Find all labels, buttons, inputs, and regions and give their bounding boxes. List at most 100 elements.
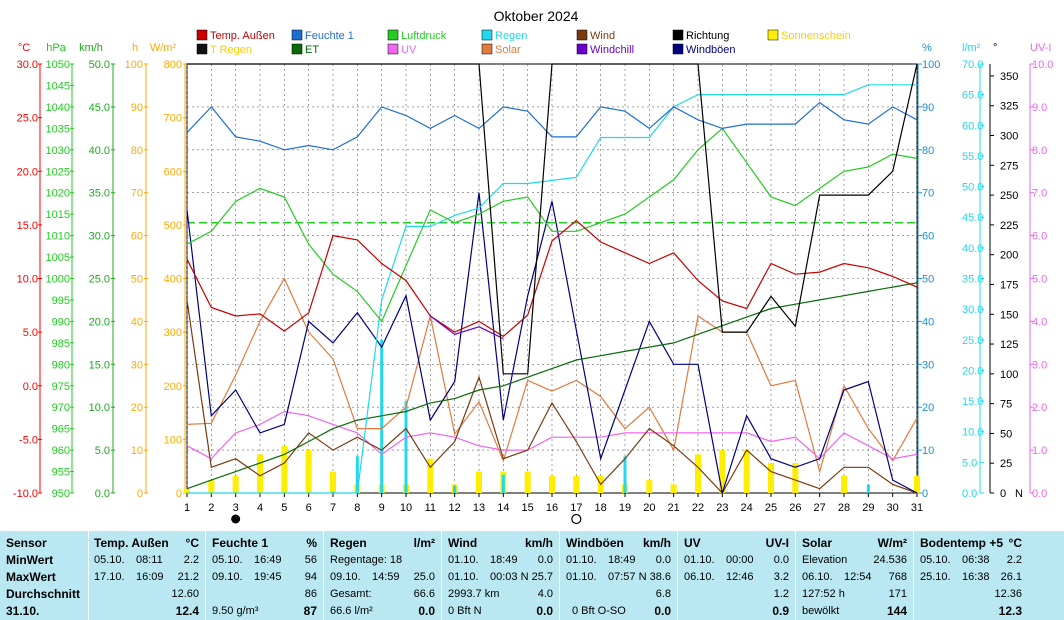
x-tick-label: 29 <box>862 502 874 514</box>
rain-days: Regentage: 18 <box>330 554 403 566</box>
x-tick-label: 21 <box>668 502 680 514</box>
solar-header: Solar <box>802 536 833 550</box>
sunshine-bar <box>330 471 336 493</box>
legend-swatch-et <box>291 43 303 55</box>
chart-title: Oktober 2024 <box>494 8 579 24</box>
soil-avg: 12.36 <box>994 588 1022 600</box>
gust-header: Windböen <box>566 536 624 550</box>
soil-max-value: 26.1 <box>1000 571 1022 583</box>
legend-swatch-temp <box>196 29 208 41</box>
axis-tick-pct: 80 <box>922 145 934 157</box>
axis-tick-lm2: 30.0 <box>962 304 983 316</box>
humidity-min-time: 16:49 <box>254 554 282 566</box>
wind-avg: 4.0 <box>537 588 553 600</box>
humidity-max-date: 09.10. <box>212 571 243 583</box>
axis-tick-lm2: 10.0 <box>962 427 983 439</box>
humidity-unit: % <box>306 536 317 550</box>
axis-tick-hpa: 1015 <box>46 209 70 221</box>
axis-tick-h: 30 <box>131 359 143 371</box>
humidity-header: Feuchte 1 <box>212 536 269 550</box>
axis-tick-lm2: 35.0 <box>962 274 983 286</box>
axis-tick-hpa: 965 <box>52 424 70 436</box>
axis-tick-hpa: 1035 <box>46 123 70 135</box>
uv-min-value: 0.0 <box>773 554 789 566</box>
wind-header: Wind <box>448 536 478 550</box>
axis-tick-deg: 200 <box>1000 250 1018 262</box>
axis-tick-deg: 125 <box>1000 339 1018 351</box>
sunshine-bar <box>257 454 263 493</box>
temp-max-value: 21.2 <box>177 571 199 583</box>
legend-swatch-luftdruck <box>387 29 399 41</box>
chart-legend: Temp. Außen Feuchte 1 Luftdruck Regen Wind Ri… <box>196 29 851 56</box>
axis-tick-deg: 100 <box>1000 369 1018 381</box>
axis-unit-h: h <box>132 42 138 54</box>
x-tick-label: 8 <box>354 502 360 514</box>
uv-current: 0.9 <box>772 604 789 618</box>
sunshine-bar <box>792 462 799 493</box>
full-moon-icon <box>571 513 582 525</box>
legend-swatch-sonne <box>767 29 779 41</box>
sunshine-bar <box>232 475 239 493</box>
axis-tick-kmh: 25.0 <box>89 274 110 286</box>
legend-swatch-feuchte <box>291 29 303 41</box>
gust-bft: 0 Bft O-SO <box>572 605 626 617</box>
axis-tick-kmh: 50.0 <box>89 59 110 71</box>
x-tick-label: 7 <box>330 502 336 514</box>
rain-max-date: 09.10. <box>330 571 361 583</box>
axis-tick-temp: 5.0 <box>23 327 38 339</box>
uv-max-date: 06.10. <box>684 571 715 583</box>
axis-unit-hpa: hPa <box>46 42 66 54</box>
sunshine-bar <box>768 462 774 493</box>
axis-tick-lm2: 5.0 <box>962 457 977 469</box>
legend-swatch-uv <box>387 43 399 55</box>
axis-tick-hpa: 995 <box>52 295 70 307</box>
x-tick-label: 23 <box>716 502 728 514</box>
series-line-temp <box>186 219 918 338</box>
axis-tick-hpa: 1005 <box>46 252 70 264</box>
axis-tick-uvi: 3.0 <box>1032 359 1047 371</box>
series-line-richtung <box>187 63 918 375</box>
temp-unit: °C <box>185 536 199 550</box>
axis-tick-lm2: 60.0 <box>962 120 983 132</box>
axis-tick-wm2: 400 <box>164 274 182 286</box>
axis-tick-hpa: 1050 <box>46 59 70 71</box>
legend-label-wind: Wind <box>590 30 615 42</box>
gust-max-value: N 38.6 <box>638 571 671 583</box>
axis-tick-deg: 300 <box>1000 131 1018 143</box>
temp-column: Temp. Außen °C 05.10. 08:11 2.2 17.10. 1… <box>88 531 205 620</box>
series-line-windboeen <box>186 192 918 494</box>
series-line-regen <box>187 84 917 494</box>
sunshine-bar <box>914 475 920 493</box>
sunshine-bar <box>670 484 677 493</box>
axis-tick-hpa: 1030 <box>46 145 70 157</box>
axis-tick-h: 80 <box>131 145 143 157</box>
axis-tick-wm2: 200 <box>164 381 182 393</box>
axis-tick-temp: 25.0 <box>17 113 38 125</box>
axis-tick-pct: 50 <box>922 274 934 286</box>
axis-tick-lm2: 20.0 <box>962 365 983 377</box>
axis-tick-kmh: 30.0 <box>89 231 110 243</box>
axis-tick-pct: 90 <box>922 102 934 114</box>
soil-current: 12.3 <box>998 604 1022 618</box>
series-line-solar <box>186 277 918 474</box>
sunshine-bar <box>743 450 750 493</box>
axis-tick-uvi: 0.0 <box>1032 488 1047 500</box>
axis-tick-hpa: 985 <box>52 338 70 350</box>
row-label-avg: Durchschnitt <box>6 587 81 601</box>
gust-min-date: 01.10. <box>566 554 597 566</box>
axis-tick-temp: 15.0 <box>17 220 38 232</box>
uv-max-time: 12:46 <box>726 571 754 583</box>
axis-tick-pct: 30 <box>922 359 934 371</box>
axis-tick-deg: 175 <box>1000 279 1018 291</box>
solar-current: 144 <box>886 604 907 618</box>
series-line-et <box>186 282 918 490</box>
x-tick-label: 2 <box>208 502 214 514</box>
gust-min-time: 18:49 <box>608 554 636 566</box>
wind-run: 2993.7 km <box>448 588 500 600</box>
wind-max-date: 01.10. <box>448 571 479 583</box>
uv-avg: 1.2 <box>773 588 789 600</box>
sunshine-bar <box>573 475 580 493</box>
humidity-avg: 86 <box>304 588 317 600</box>
axis-tick-deg: 325 <box>1000 101 1018 113</box>
x-tick-label: 20 <box>643 502 655 514</box>
